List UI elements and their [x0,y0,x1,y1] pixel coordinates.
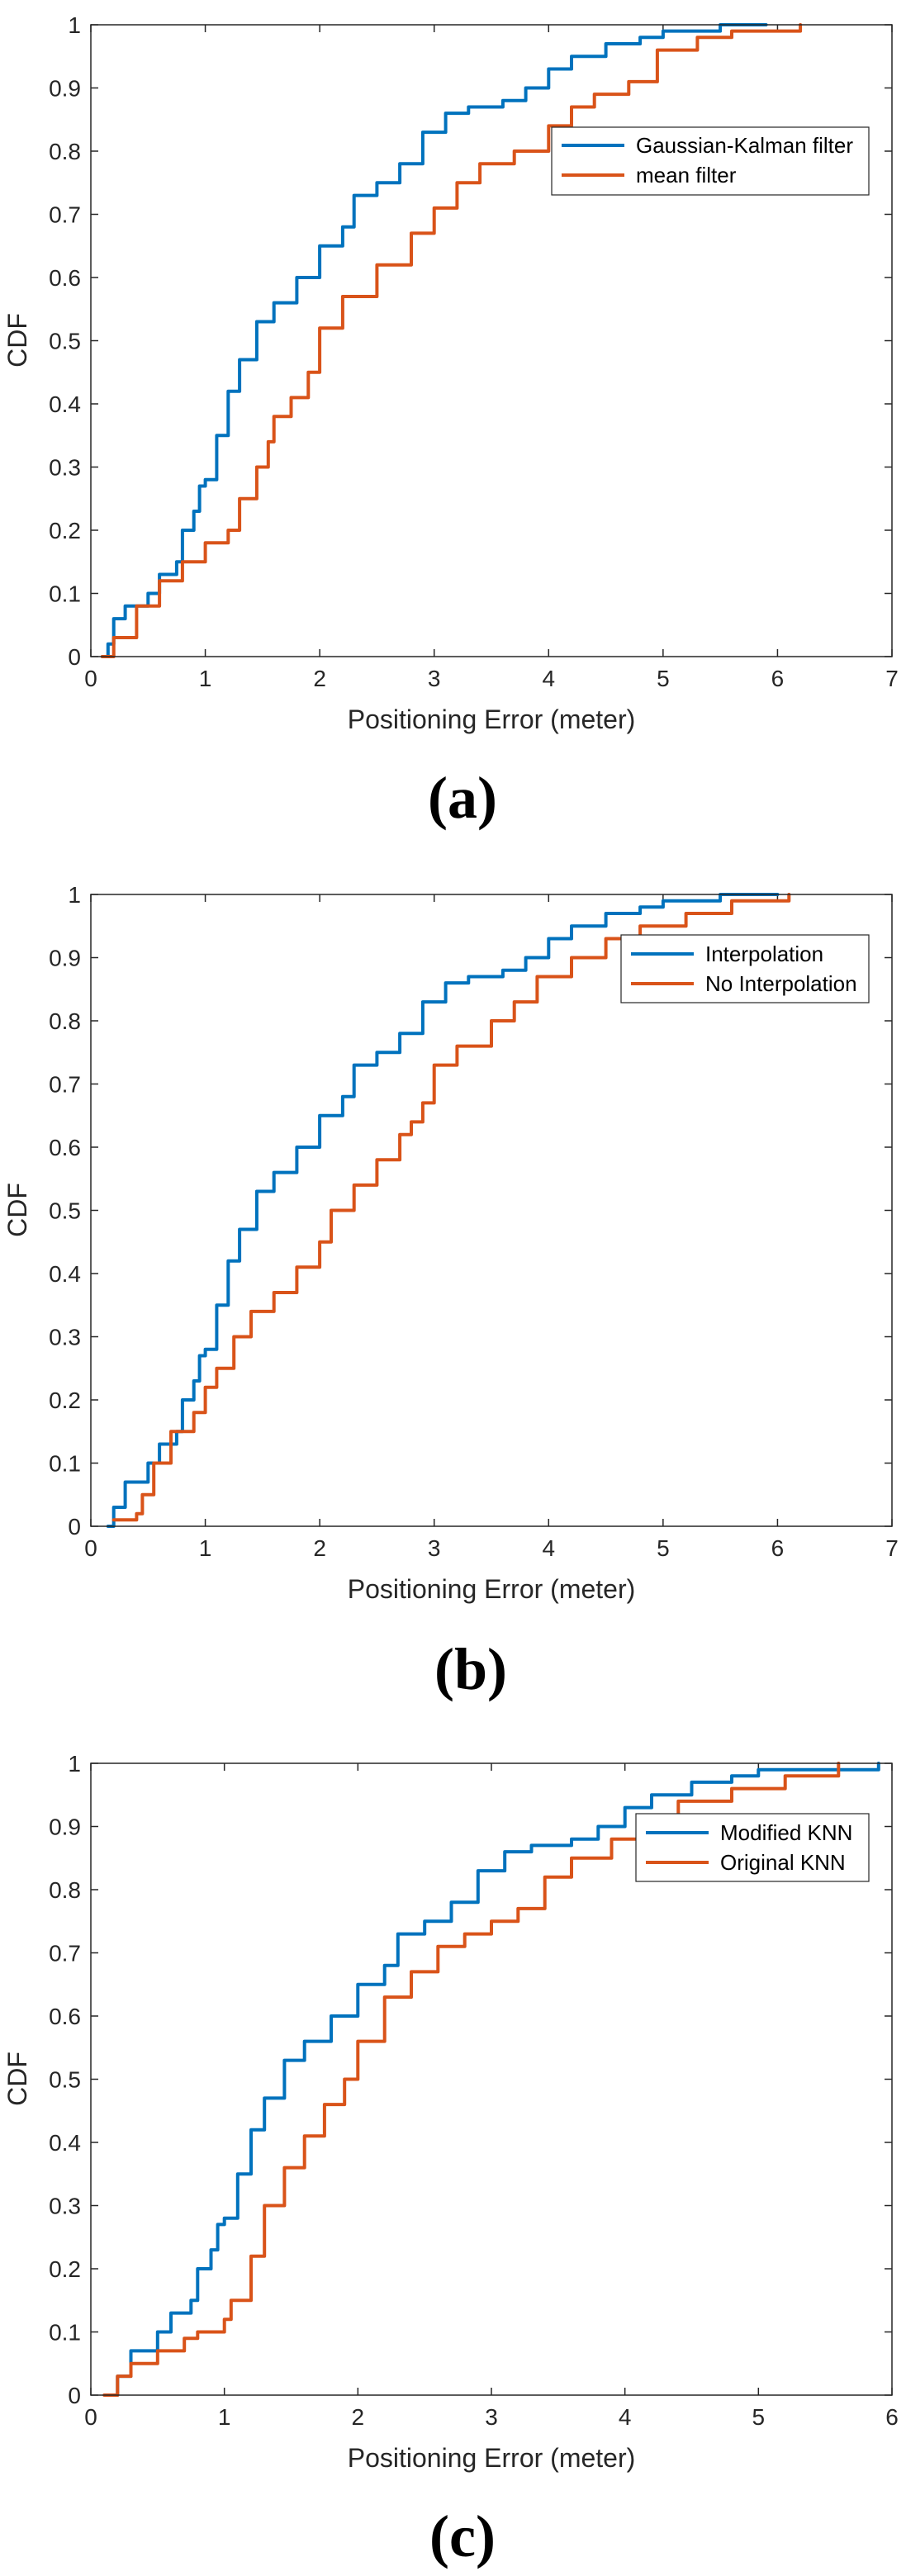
legend-label: No Interpolation [705,971,857,996]
series-lines [106,893,791,1528]
y-tick-label: 0.5 [49,329,81,354]
y-tick-label: 0.5 [49,2067,81,2093]
axes: 0 1 2 3 4 5 6 7 0 0.1 0.2 0.3 0.4 0.5 0.6 0.7 0.8 0.9 1 [49,12,899,691]
y-axis-title: CDF [2,313,32,368]
y-tick-label: 0.3 [49,1325,81,1350]
legend: Modified KNN Original KNN [635,1813,870,1882]
y-tick-label: 0 [68,644,81,670]
y-tick-label: 0.1 [49,581,81,607]
y-tick-label: 0.8 [49,139,81,164]
y-tick-label: 0.7 [49,1941,81,1966]
legend-box [635,1813,870,1882]
x-tick-label: 2 [313,1535,326,1561]
y-tick-label: 0 [68,1514,81,1539]
y-tick-label: 0.2 [49,1388,81,1413]
x-tick-label: 6 [771,1535,785,1561]
plot-area [91,25,892,657]
x-tick-label: 2 [313,666,326,691]
y-tick-label: 0.4 [49,391,81,417]
legend-box [551,126,870,196]
axes-box [90,24,893,657]
series-line-no-interpolation [111,893,791,1522]
x-axis-title: Positioning Error (meter) [348,704,636,734]
chart-panel-a: 0 1 2 3 4 5 6 7 0 0.1 0.2 0.3 0.4 0.5 0.6 0.7 0.8 0.9 1 Ga… [2,12,899,831]
panel-label: (a) [428,765,497,831]
legend-label: Modified KNN [720,1820,852,1845]
y-tick-label: 0.4 [49,1261,81,1287]
y-tick-label: 1 [68,12,81,38]
legend-label: Interpolation [705,942,823,966]
x-tick-label: 4 [542,666,555,691]
y-tick-label: 0.6 [49,1135,81,1160]
y-axis-title: CDF [2,2052,32,2106]
series-line-mean-filter [100,23,803,658]
axes-box [90,1762,893,2396]
x-tick-label: 0 [84,666,97,691]
x-axis-title: Positioning Error (meter) [348,2443,636,2473]
axes: 0 1 2 3 4 5 6 7 0 0.1 0.2 0.3 0.4 0.5 0.6 0.7 0.8 0.9 1 [49,882,899,1561]
y-tick-label: 0.1 [49,2320,81,2346]
x-tick-label: 3 [428,666,441,691]
y-tick-label: 0.1 [49,1451,81,1477]
x-tick-label: 0 [84,1535,97,1561]
x-tick-label: 4 [542,1535,555,1561]
y-tick-label: 0.6 [49,265,81,291]
y-tick-label: 0.7 [49,202,81,228]
y-tick-label: 0.2 [49,2256,81,2282]
x-tick-label: 3 [485,2404,498,2430]
y-tick-label: 0.3 [49,455,81,481]
x-tick-label: 2 [352,2404,365,2430]
x-tick-label: 5 [657,666,670,691]
axes-box [90,894,893,1527]
y-tick-label: 0.6 [49,2004,81,2029]
x-tick-label: 7 [885,1535,899,1561]
series-lines [102,1762,880,2397]
y-tick-label: 1 [68,1751,81,1777]
y-tick-label: 0.9 [49,946,81,971]
legend: Interpolation No Interpolation [620,934,870,1003]
x-tick-label: 1 [199,666,212,691]
y-axis-title: CDF [2,1183,32,1237]
x-tick-label: 1 [199,1535,212,1561]
chart-panel-b: 0 1 2 3 4 5 6 7 0 0.1 0.2 0.3 0.4 0.5 0.6 0.7 0.8 0.9 1 In… [2,882,899,1702]
y-tick-label: 1 [68,882,81,908]
y-tick-label: 0.8 [49,1008,81,1034]
axes: 0 1 2 3 4 5 6 0 0.1 0.2 0.3 0.4 0.5 0.6 0.7 0.8 0.9 1 [49,1751,899,2430]
x-tick-label: 7 [885,666,899,691]
y-tick-label: 0 [68,2383,81,2408]
y-tick-label: 0.8 [49,1877,81,1903]
x-tick-label: 6 [885,2404,899,2430]
legend-label: mean filter [636,163,737,187]
y-tick-label: 0.9 [49,1815,81,1840]
series-line-original-knn [102,1762,841,2397]
legend-label: Gaussian-Kalman filter [636,133,853,158]
x-tick-label: 4 [619,2404,632,2430]
panel-label: (c) [429,2503,496,2569]
x-tick-label: 6 [771,666,785,691]
y-tick-label: 0.7 [49,1072,81,1098]
legend-label: Original KNN [720,1850,846,1875]
chart-panel-c: 0 1 2 3 4 5 6 0 0.1 0.2 0.3 0.4 0.5 0.6 0.7 0.8 0.9 1 Mod… [2,1751,899,2569]
x-axis-title: Positioning Error (meter) [348,1574,636,1604]
y-tick-label: 0.2 [49,518,81,543]
y-tick-label: 0.4 [49,2130,81,2156]
series-lines [100,23,803,658]
x-tick-label: 0 [84,2404,97,2430]
x-tick-label: 5 [657,1535,670,1561]
x-tick-label: 3 [428,1535,441,1561]
x-tick-label: 5 [752,2404,766,2430]
legend-box [620,934,870,1003]
x-tick-label: 1 [218,2404,231,2430]
panel-label: (b) [434,1636,507,1702]
y-tick-label: 0.3 [49,2194,81,2219]
legend: Gaussian-Kalman filter mean filter [551,126,870,196]
y-tick-label: 0.9 [49,76,81,102]
series-line-modified-knn [109,1762,880,2397]
y-tick-label: 0.5 [49,1198,81,1224]
series-line-gaussian-kalman-filter [100,23,768,658]
